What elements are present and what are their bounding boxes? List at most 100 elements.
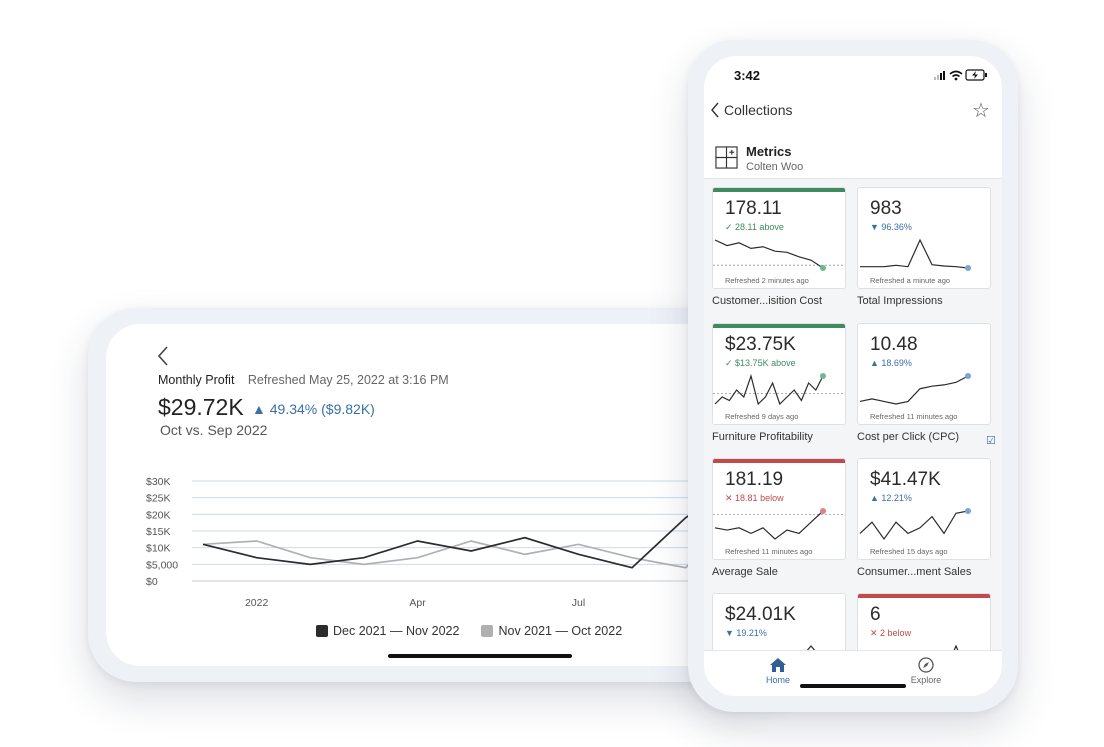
tab-bar: Home Explore xyxy=(704,650,1002,696)
compass-icon xyxy=(918,657,934,673)
metric-title: Monthly Profit xyxy=(158,373,235,387)
sparkline-endpoint xyxy=(965,373,971,379)
metric-value: $24.01K xyxy=(725,604,796,625)
sparkline-endpoint xyxy=(820,265,826,271)
x-tick-label: 2022 xyxy=(245,597,269,609)
metric-delta: ▲ 12.21% xyxy=(870,493,912,503)
metric-delta: ✕ 2 below xyxy=(870,628,912,638)
tab-explore[interactable]: Explore xyxy=(896,657,956,685)
chevron-left-icon xyxy=(711,102,719,118)
metric-header: Monthly Profit Refreshed May 25, 2022 at… xyxy=(158,373,449,387)
refreshed-label: Refreshed 9 days ago xyxy=(725,412,799,421)
metric-card-label[interactable]: Total Impressions xyxy=(857,295,943,307)
metric-card-label[interactable]: Consumer...ment Sales xyxy=(857,566,972,578)
metric-delta: ▼ 19.21% xyxy=(725,628,767,638)
sparkline-path xyxy=(859,375,969,405)
status-bar xyxy=(713,324,845,328)
metric-card[interactable]: $23.75K ✓ $13.75K above Refreshed 9 days a… xyxy=(712,323,846,425)
refreshed-label: Refreshed a minute ago xyxy=(870,276,951,285)
x-tick-label: Jul xyxy=(572,597,585,609)
status-icons xyxy=(934,69,987,81)
signal-icon xyxy=(934,71,945,80)
metric-value: $41.47K xyxy=(870,469,941,490)
legend-item-previous[interactable]: Nov 2021 — Oct 2022 xyxy=(481,624,622,638)
home-icon xyxy=(770,658,786,672)
metric-value: 178.11 xyxy=(725,198,782,219)
home-indicator[interactable] xyxy=(388,654,572,658)
sparkline xyxy=(806,645,816,650)
landscape-phone: Monthly Profit Refreshed May 25, 2022 at… xyxy=(88,308,788,682)
collection-title: Metrics xyxy=(746,144,792,159)
back-chevron-icon[interactable] xyxy=(154,344,174,368)
home-indicator-portrait[interactable] xyxy=(800,684,906,688)
legend-swatch-previous xyxy=(481,625,494,637)
status-time: 3:42 xyxy=(734,68,761,83)
sparkline xyxy=(713,373,843,406)
refreshed-label: Refreshed 11 minutes ago xyxy=(725,547,813,556)
metric-value: 10.48 xyxy=(870,334,918,355)
tab-home-label: Home xyxy=(765,675,790,685)
refreshed-label: Refreshed May 25, 2022 at 3:16 PM xyxy=(247,373,449,387)
y-tick-label: $30K xyxy=(146,476,171,488)
refreshed-label: Refreshed 15 days ago xyxy=(870,547,948,556)
battery-icon xyxy=(965,69,987,81)
metric-card-label[interactable]: Customer...isition Cost xyxy=(712,295,823,307)
metric-card-label[interactable]: Average Sale xyxy=(712,566,778,578)
metric-card[interactable]: 181.19 ✕ 18.81 below Refreshed 11 minutes … xyxy=(712,458,846,560)
y-tick-label: $15K xyxy=(146,526,171,538)
metric-card[interactable]: 178.11 ✓ 28.11 above Refreshed 2 minutes a… xyxy=(712,187,846,289)
status-bar xyxy=(713,459,845,463)
collection-header: Metrics Colten Woo xyxy=(715,144,803,173)
sparkline-path xyxy=(859,510,969,541)
tab-explore-label: Explore xyxy=(910,675,942,685)
sparkline-endpoint xyxy=(820,508,826,514)
metric-card[interactable]: 983 ▼ 96.36% Refreshed a minute ago xyxy=(857,187,991,289)
tab-home[interactable]: Home xyxy=(748,657,808,685)
collection-owner: Colten Woo xyxy=(746,161,804,173)
sparkline-path xyxy=(714,239,824,269)
wifi-icon xyxy=(949,70,963,81)
back-to-collections[interactable]: Collections xyxy=(710,102,792,118)
metric-cards-grid: 178.11 ✓ 28.11 above Refreshed 2 minutes a… xyxy=(704,178,1002,650)
metric-value: $29.72K xyxy=(158,394,244,420)
sparkline xyxy=(953,644,959,650)
metric-value: 6 xyxy=(870,604,881,625)
sparkline-path xyxy=(714,373,824,406)
refreshed-label: Refreshed 2 minutes ago xyxy=(725,276,809,285)
legend-label-current: Dec 2021 — Nov 2022 xyxy=(333,624,460,638)
metric-delta: ✓ 28.11 above xyxy=(725,222,784,232)
collection-grid-icon xyxy=(715,146,738,169)
sparkline xyxy=(860,238,971,271)
metric-delta: ✓ $13.75K above xyxy=(725,358,796,368)
metric-card-label[interactable]: Cost per Click (CPC) xyxy=(857,431,960,443)
metric-card[interactable]: 6 ✕ 2 below xyxy=(857,593,991,650)
metric-delta: ▲ 18.69% xyxy=(870,358,912,368)
metric-delta: ✕ 18.81 below xyxy=(725,493,784,503)
x-tick-label: Apr xyxy=(409,597,426,609)
favorite-star-icon[interactable]: ☆ xyxy=(972,100,990,122)
y-tick-label: $0 xyxy=(146,576,158,588)
metric-card[interactable]: 10.48 ▲ 18.69% Refreshed 11 minutes ago xyxy=(857,323,991,425)
sparkline-endpoint xyxy=(965,265,971,271)
status-bar xyxy=(713,188,845,192)
sparkline xyxy=(859,373,971,405)
back-label: Collections xyxy=(724,102,793,118)
sparkline-endpoint xyxy=(820,373,826,379)
portrait-phone: 3:42 xyxy=(688,40,1018,712)
metric-card[interactable]: $41.47K ▲ 12.21% Refreshed 15 days ago xyxy=(857,458,991,560)
metric-delta: ▲ 49.34% ($9.82K) xyxy=(252,401,375,417)
legend-label-previous: Nov 2021 — Oct 2022 xyxy=(498,624,623,638)
metric-detail-screen: Monthly Profit Refreshed May 25, 2022 at… xyxy=(106,324,786,666)
status-bar xyxy=(858,594,990,598)
metric-delta: ▼ 96.36% xyxy=(870,222,912,232)
sparkline-endpoint xyxy=(965,508,971,514)
metric-card-label[interactable]: Furniture Profitability xyxy=(712,431,813,443)
checkbox-icon[interactable]: ☑ xyxy=(986,435,996,447)
y-tick-label: $20K xyxy=(146,509,171,521)
sparkline-path xyxy=(860,238,969,269)
y-tick-label: $10K xyxy=(146,543,171,555)
metric-value: $23.75K xyxy=(725,334,796,355)
metric-card[interactable]: $24.01K ▼ 19.21% xyxy=(712,593,846,650)
sparkline xyxy=(713,239,843,271)
legend-item-current[interactable]: Dec 2021 — Nov 2022 xyxy=(316,624,459,638)
